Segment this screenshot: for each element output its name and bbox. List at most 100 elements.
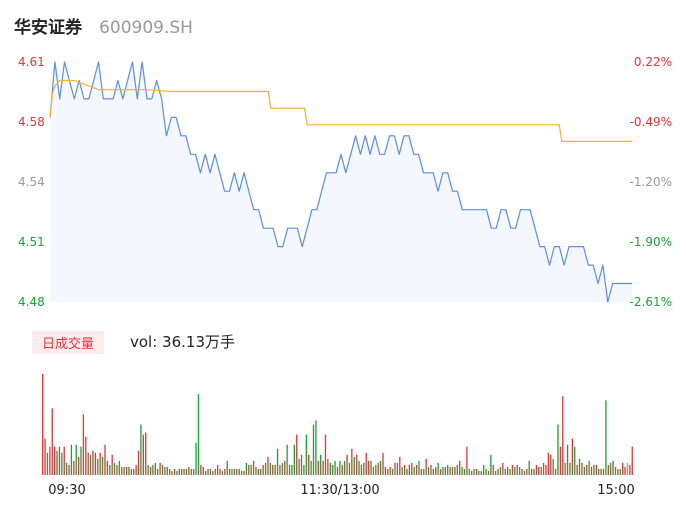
volume-bar [497,468,499,475]
volume-bar [243,470,245,475]
daily-volume-tab[interactable]: 日成交量 [32,331,105,354]
volume-bar [384,466,387,475]
volume-bar [324,434,327,475]
volume-bar [320,454,322,475]
volume-bar [228,468,231,475]
volume-bar [332,464,334,475]
volume-bar [142,434,144,475]
volume-bar [521,468,523,475]
volume-bar [87,452,89,475]
volume-bar [291,464,293,475]
volume-bar [485,468,487,475]
percent-tick-label: 0.22% [634,55,672,69]
volume-bar [530,468,533,475]
stock-name: 华安证券 [14,18,82,38]
volume-bar [240,470,243,475]
volume-bar [195,442,197,475]
volume-bar [439,468,442,475]
volume-bar [77,456,80,475]
volume-bar [423,468,425,475]
volume-bar [274,464,276,475]
volume-bar [181,468,183,475]
volume-bar [629,464,631,475]
volume-bar [394,462,396,475]
volume-bar [370,460,372,475]
volume-bars [42,374,633,475]
volume-bar [346,454,348,475]
volume-bar [173,468,176,475]
volume-bar [425,458,427,475]
volume-bar [197,394,200,475]
volume-bar [125,466,128,475]
volume-bar [502,462,504,475]
volume-bar [193,468,195,475]
volume-bar [161,464,164,475]
volume-bar [626,462,629,475]
volume-bar [231,468,233,475]
volume-bar [528,460,530,475]
volume-bar [310,460,312,475]
volume-bar [46,452,49,475]
volume-bar [101,456,104,475]
volume-bar [631,446,633,475]
volume-bar [166,466,168,475]
volume-bar [123,466,125,475]
volume-bar [403,464,406,475]
price-area-fill [50,62,632,302]
volume-bar [296,434,298,475]
volume-bar [106,460,109,475]
volume-bar [490,454,492,475]
volume-bar [149,466,152,475]
volume-bar [248,464,250,475]
volume-bar [583,466,585,475]
volume-bar [272,464,274,475]
volume-bar [391,468,394,475]
time-tick-label: 09:30 [48,483,85,498]
volume-bar [221,470,224,475]
volume-bar [94,452,97,475]
volume-bar [85,436,87,475]
volume-bar [44,438,46,475]
percent-tick-label: -1.20% [630,175,672,189]
volume-bar [478,470,480,475]
volume-bar [279,464,281,475]
volume-bar [387,468,389,475]
volume-bar [377,462,379,475]
volume-bar [334,460,336,475]
volume-bar [487,470,490,475]
average-price-line [49,79,632,142]
volume-bar [202,466,204,475]
volume-bar [411,462,413,475]
volume-bar [619,468,621,475]
volume-bar [480,470,482,475]
volume-bar [389,466,391,475]
volume-bar [538,466,540,475]
volume-bar [607,464,609,475]
volume-bar [600,468,602,475]
volume-bar [49,446,51,475]
volume-bar [312,424,315,475]
volume-bar [99,452,101,475]
volume-bar [183,468,185,475]
volume-bar [406,468,408,475]
volume-bar [58,446,61,475]
time-tick-label: 15:00 [597,483,634,498]
volume-bar [185,468,188,475]
volume-bar [437,462,439,475]
volume-bar [80,446,82,475]
volume-bar [535,464,538,475]
volume-bar [545,464,547,475]
volume-bar [267,456,269,475]
volume-bar [315,420,317,475]
volume-bar [408,464,411,475]
volume-readout: vol: 36.13万手 [130,333,235,351]
volume-bar [97,458,99,475]
volume-bar [420,468,423,475]
price-plot-area [49,61,632,303]
volume-bar [571,438,573,475]
volume-bar [255,466,257,475]
volume-bar [190,468,192,475]
volume-bar [574,446,576,475]
volume-bar [269,462,272,475]
volume-bar [137,450,140,475]
